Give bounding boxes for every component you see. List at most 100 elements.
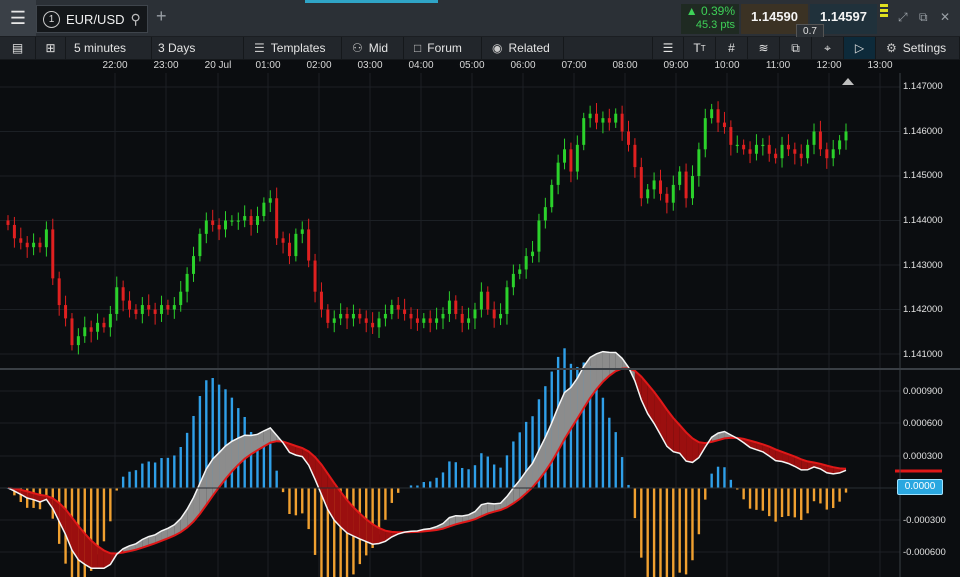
range-selector[interactable]: 3 Days: [152, 37, 244, 59]
macd-fill: [609, 352, 616, 376]
macd-fill: [251, 434, 258, 455]
grid-icon[interactable]: #: [716, 37, 748, 59]
macd-histogram-bar: [633, 488, 637, 519]
macd-fill: [129, 543, 136, 552]
candle-body: [326, 309, 330, 323]
candle-body: [25, 242, 29, 248]
macd-histogram-bar: [166, 457, 170, 488]
macd-histogram-bar: [198, 396, 202, 488]
close-icon[interactable]: ✕: [940, 10, 951, 24]
candle-body: [415, 318, 419, 323]
candle-body: [454, 300, 458, 314]
symbol-selector[interactable]: 1 EUR/USD ⚲: [36, 5, 148, 33]
macd-fill: [762, 444, 770, 456]
macd-fill: [199, 469, 207, 514]
macd-histogram-bar: [704, 488, 707, 500]
candle-body: [115, 287, 119, 314]
macd-fill: [244, 435, 252, 459]
macd-histogram-bar: [684, 488, 688, 575]
layout-icon[interactable]: ⊞: [36, 37, 66, 59]
macd-histogram-bar: [454, 462, 457, 488]
candle-body: [729, 127, 733, 145]
time-label: 06:00: [510, 60, 536, 71]
plus-icon[interactable]: +: [156, 6, 167, 26]
eye-icon: ◉: [492, 41, 503, 55]
macd-histogram-bar: [428, 481, 432, 488]
crosshair-icon[interactable]: ⌖: [812, 37, 844, 59]
macd-fill: [385, 530, 392, 542]
search-icon[interactable]: ⚲: [130, 10, 141, 27]
macd-fill: [97, 546, 104, 569]
macd-histogram-bar: [844, 488, 848, 493]
macd-fill: [583, 357, 591, 409]
popout-icon[interactable]: ⧉: [919, 10, 928, 24]
candle-body: [70, 318, 74, 346]
candle-body: [780, 144, 784, 159]
macd-fill: [353, 507, 360, 539]
gear-icon: ⚙: [886, 41, 897, 55]
candle-body: [646, 189, 650, 199]
settings-button[interactable]: ⚙ Settings: [876, 37, 960, 59]
candle-body: [351, 313, 355, 319]
candle-body: [319, 291, 323, 310]
macd-fill: [737, 437, 744, 443]
macd-fill: [123, 545, 130, 553]
candle-body: [563, 149, 567, 163]
candle-body: [761, 144, 765, 147]
candle-body: [383, 313, 387, 319]
candle-body: [524, 256, 528, 270]
macd-fill: [481, 503, 488, 517]
macd-fill: [327, 473, 335, 521]
price-label: 1.144000: [903, 215, 943, 226]
macd-fill: [359, 513, 367, 542]
macd-histogram-bar: [755, 488, 758, 510]
time-label: 07:00: [561, 60, 587, 71]
candle-body: [198, 233, 202, 257]
macd-histogram-bar: [780, 488, 784, 518]
scroll-marker-icon: [842, 78, 854, 85]
candle-body: [748, 149, 752, 154]
candle-body: [6, 220, 10, 225]
candle-body: [377, 318, 381, 328]
interval-selector[interactable]: 5 minutes: [66, 37, 152, 59]
candle-body: [441, 313, 445, 319]
tag-icon[interactable]: ▷: [844, 37, 876, 59]
list-icon[interactable]: ▤: [0, 37, 36, 59]
macd-histogram-bar: [595, 381, 598, 488]
candle-body: [262, 202, 266, 217]
candle-body: [818, 131, 822, 150]
list-view-icon[interactable]: ☰: [652, 37, 684, 59]
candle-body: [710, 109, 714, 119]
macd-histogram-bar: [460, 467, 464, 488]
sell-price-button[interactable]: 1.14590: [741, 4, 808, 34]
forum-button[interactable]: □ Forum: [404, 37, 482, 59]
macd-histogram-bar: [832, 488, 835, 509]
macd-fill: [750, 440, 757, 450]
candle-body: [486, 291, 490, 310]
macd-histogram-bar: [768, 488, 771, 517]
related-button[interactable]: ◉ Related: [482, 37, 564, 59]
macd-histogram-bar: [640, 488, 643, 558]
clone-icon[interactable]: ⧉: [780, 37, 812, 59]
macd-histogram-bar: [326, 488, 330, 577]
macd-histogram-bar: [537, 399, 541, 488]
macd-histogram-bar: [467, 469, 470, 488]
menu-icon[interactable]: ☰: [0, 0, 36, 36]
candle-body: [160, 305, 164, 314]
macd-fill: [506, 487, 514, 508]
macd-histogram-bar: [800, 488, 803, 520]
macd-fill: [462, 514, 469, 523]
candle-body: [473, 309, 477, 319]
expand-icon[interactable]: ⤢: [898, 10, 908, 24]
time-label: 11:00: [765, 60, 791, 71]
templates-button[interactable]: ☰ Templates: [244, 37, 342, 59]
macd-histogram-bar: [492, 464, 496, 488]
candle-body: [627, 131, 631, 145]
macd-histogram-bar: [473, 465, 477, 488]
macd-histogram-bar: [691, 488, 694, 561]
studies-icon[interactable]: ≋: [748, 37, 780, 59]
mid-button[interactable]: ⚇ Mid: [342, 37, 404, 59]
macd-histogram-bar: [134, 470, 138, 488]
